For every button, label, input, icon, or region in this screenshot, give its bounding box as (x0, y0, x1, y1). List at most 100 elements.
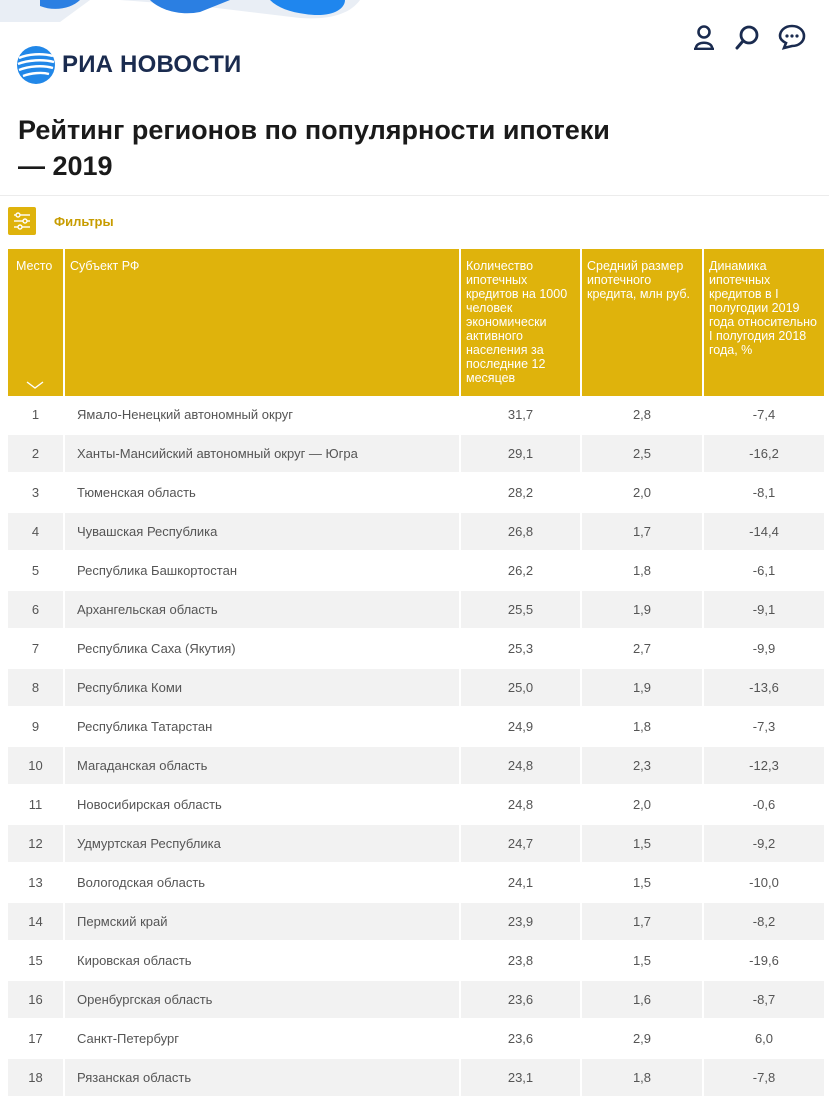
cell-avg-size: 1,5 (582, 942, 702, 981)
cell-region: Новосибирская область (65, 786, 459, 825)
divider (0, 195, 829, 196)
table-row: 3 Тюменская область 28,2 2,0 -8,1 (8, 474, 824, 513)
page-title: Рейтинг регионов по популярности ипотеки… (18, 115, 610, 181)
cell-loans-count: 23,6 (461, 1020, 580, 1059)
cell-loans-count: 26,8 (461, 513, 580, 552)
cell-rank: 6 (8, 591, 63, 630)
user-icon[interactable] (689, 22, 719, 52)
table-row: 1 Ямало-Ненецкий автономный округ 31,7 2,8-… (8, 396, 824, 435)
cell-rank: 10 (8, 747, 63, 786)
cell-rank: 7 (8, 630, 63, 669)
table-row: 7 Республика Саха (Якутия) 25,3 2,7 -9,9 (8, 630, 824, 669)
col-header-dynamics[interactable]: Динамика ипотечных кредитов в I полугоди… (704, 249, 824, 396)
col-header-loans-count[interactable]: Количество ипотечных кредитов на 1000 че… (461, 249, 580, 396)
cell-loans-count: 23,9 (461, 903, 580, 942)
cell-region: Тюменская область (65, 474, 459, 513)
cell-avg-size: 1,8 (582, 552, 702, 591)
cell-rank: 14 (8, 903, 63, 942)
cell-rank: 13 (8, 864, 63, 903)
table-row: 18 Рязанская область 23,1 1,8 -7,8 (8, 1059, 824, 1098)
cell-region: Удмуртская Республика (65, 825, 459, 864)
cell-avg-size: 1,8 (582, 1059, 702, 1098)
cell-loans-count: 25,0 (461, 669, 580, 708)
search-icon[interactable] (733, 22, 763, 52)
cell-rank: 17 (8, 1020, 63, 1059)
cell-loans-count: 23,1 (461, 1059, 580, 1098)
cell-avg-size: 2,9 (582, 1020, 702, 1059)
table-row: 16 Оренбургская область 23,6 1,6 -8,7 (8, 981, 824, 1020)
cell-loans-count: 25,5 (461, 591, 580, 630)
header-decoration (0, 0, 360, 22)
cell-loans-count: 23,8 (461, 942, 580, 981)
cell-dynamics: -7,8 (704, 1059, 824, 1098)
cell-loans-count: 23,6 (461, 981, 580, 1020)
filter-sliders-icon[interactable] (8, 207, 36, 235)
col-header-rank[interactable]: Место (8, 249, 63, 396)
cell-avg-size: 1,9 (582, 669, 702, 708)
cell-rank: 8 (8, 669, 63, 708)
cell-loans-count: 24,7 (461, 825, 580, 864)
cell-dynamics: -9,1 (704, 591, 824, 630)
cell-loans-count: 29,1 (461, 435, 580, 474)
cell-loans-count: 24,8 (461, 786, 580, 825)
cell-avg-size: 2,7 (582, 630, 702, 669)
cell-rank: 16 (8, 981, 63, 1020)
ratings-table: Место Субъект РФ Количество ипотечных кр… (6, 249, 826, 1098)
cell-avg-size: 1,7 (582, 903, 702, 942)
cell-avg-size: 1,6 (582, 981, 702, 1020)
cell-dynamics: -8,7 (704, 981, 824, 1020)
ria-logo[interactable]: РИА НОВОСТИ (16, 45, 242, 85)
cell-dynamics: -12,3 (704, 747, 824, 786)
cell-avg-size: 1,5 (582, 864, 702, 903)
col-header-region[interactable]: Субъект РФ (65, 249, 459, 396)
cell-dynamics: -7,4 (704, 396, 824, 435)
table-row: 11 Новосибирская область 24,8 2,0 -0,6 (8, 786, 824, 825)
cell-dynamics: -6,1 (704, 552, 824, 591)
logo-text: РИА НОВОСТИ (62, 51, 242, 78)
cell-rank: 5 (8, 552, 63, 591)
cell-dynamics: -9,9 (704, 630, 824, 669)
header-actions (689, 22, 807, 52)
cell-region: Оренбургская область (65, 981, 459, 1020)
site-header: РИА НОВОСТИ (0, 0, 829, 100)
cell-region: Кировская область (65, 942, 459, 981)
table-row: 9 Республика Татарстан 24,9 1,8 -7,3 (8, 708, 824, 747)
chat-icon[interactable] (777, 22, 807, 52)
table-row: 12 Удмуртская Республика 24,7 1,5 -9,2 (8, 825, 824, 864)
filters-toggle[interactable]: Фильтры (8, 207, 114, 235)
table-row: 4 Чувашская Республика 26,8 1,7 -14,4 (8, 513, 824, 552)
cell-dynamics: -14,4 (704, 513, 824, 552)
cell-avg-size: 2,0 (582, 474, 702, 513)
cell-dynamics: -16,2 (704, 435, 824, 474)
cell-avg-size: 1,7 (582, 513, 702, 552)
cell-loans-count: 31,7 (461, 396, 580, 435)
table-row: 17 Санкт-Петербург 23,6 2,9 6,0 (8, 1020, 824, 1059)
cell-region: Пермский край (65, 903, 459, 942)
cell-loans-count: 24,8 (461, 747, 580, 786)
cell-region: Республика Башкортостан (65, 552, 459, 591)
cell-avg-size: 2,0 (582, 786, 702, 825)
cell-loans-count: 24,9 (461, 708, 580, 747)
cell-loans-count: 24,1 (461, 864, 580, 903)
table-row: 15 Кировская область 23,8 1,5 -19,6 (8, 942, 824, 981)
table-row: 13 Вологодская область 24,1 1,5 -10,0 (8, 864, 824, 903)
cell-region: Магаданская область (65, 747, 459, 786)
cell-rank: 12 (8, 825, 63, 864)
cell-region: Рязанская область (65, 1059, 459, 1098)
cell-dynamics: -19,6 (704, 942, 824, 981)
cell-rank: 1 (8, 396, 63, 435)
cell-loans-count: 25,3 (461, 630, 580, 669)
table-row: 14 Пермский край 23,9 1,7 -8,2 (8, 903, 824, 942)
cell-rank: 3 (8, 474, 63, 513)
table-row: 5 Республика Башкортостан 26,2 1,8 -6,1 (8, 552, 824, 591)
cell-region: Ямало-Ненецкий автономный округ (65, 396, 459, 435)
cell-region: Республика Саха (Якутия) (65, 630, 459, 669)
cell-region: Вологодская область (65, 864, 459, 903)
cell-dynamics: -9,2 (704, 825, 824, 864)
chevron-down-icon[interactable] (25, 380, 45, 390)
cell-avg-size: 1,5 (582, 825, 702, 864)
col-header-avg-size[interactable]: Средний размер ипотечного кредита, млн р… (582, 249, 702, 396)
cell-rank: 11 (8, 786, 63, 825)
cell-rank: 4 (8, 513, 63, 552)
cell-rank: 18 (8, 1059, 63, 1098)
